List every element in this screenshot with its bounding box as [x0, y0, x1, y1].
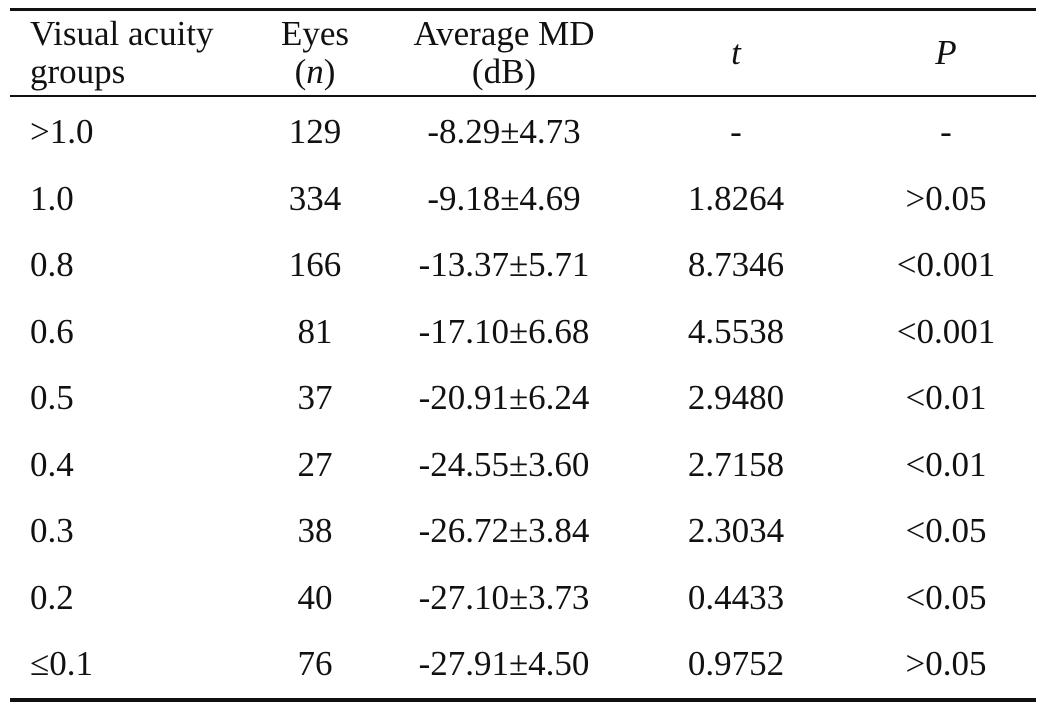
header-average-md: Average MD (dB) — [392, 10, 616, 97]
table-row: 0.4 27 -24.55±3.60 2.7158 <0.01 — [10, 432, 1036, 499]
cell-group: 0.8 — [30, 245, 74, 284]
cell-t: 1.8264 — [687, 178, 785, 218]
cell-group: 1.0 — [30, 178, 74, 218]
cell-eyes: 40 — [297, 577, 333, 617]
cell-md: -8.29±4.73 — [427, 112, 581, 151]
table-row: >1.0 129 -8.29±4.73 - - — [10, 96, 1036, 166]
cell-md: -9.18±4.69 — [427, 178, 581, 218]
cell-md: -13.37±5.71 — [418, 245, 590, 284]
cell-group: 0.3 — [30, 511, 74, 550]
header-p: P — [935, 32, 957, 72]
cell-p: >0.05 — [905, 178, 987, 218]
cell-t: 2.9480 — [687, 378, 785, 417]
table-row: 0.6 81 -17.10±6.68 4.5538 <0.001 — [10, 299, 1036, 366]
cell-md: -17.10±6.68 — [418, 311, 590, 351]
cell-md: -20.91±6.24 — [418, 378, 590, 417]
cell-p: <0.001 — [896, 245, 996, 284]
cell-group: >1.0 — [30, 112, 94, 151]
cell-eyes: 129 — [288, 112, 342, 151]
table-row: ≤0.1 76 -27.91±4.50 0.9752 >0.05 — [10, 631, 1036, 700]
cell-t: 8.7346 — [687, 245, 785, 284]
cell-t: 0.9752 — [687, 644, 785, 683]
cell-t: 0.4433 — [687, 577, 785, 617]
header-eyes: Eyes (n) — [238, 10, 392, 97]
cell-group: ≤0.1 — [30, 644, 93, 683]
table-row: 1.0 334 -9.18±4.69 1.8264 >0.05 — [10, 166, 1036, 233]
header-eyes-line-2: (n) — [294, 52, 336, 91]
header-group-line-1: Visual acuity — [30, 13, 214, 53]
visual-acuity-md-table: Visual acuity groups Eyes (n) Average MD… — [10, 8, 1036, 702]
cell-md: -24.55±3.60 — [418, 444, 590, 484]
header-md-line-2: (dB) — [471, 52, 537, 91]
header-group-line-2: groups — [30, 52, 126, 91]
header-row: Visual acuity groups Eyes (n) Average MD… — [10, 9, 1036, 97]
cell-t: 2.3034 — [687, 511, 785, 550]
cell-p: <0.05 — [905, 577, 987, 617]
cell-group: 0.6 — [30, 311, 74, 351]
cell-eyes: 166 — [288, 245, 342, 284]
cell-p: - — [940, 112, 952, 151]
cell-md: -26.72±3.84 — [418, 511, 590, 550]
cell-p: <0.05 — [905, 511, 987, 550]
table-row: 0.2 40 -27.10±3.73 0.4433 <0.05 — [10, 565, 1036, 632]
cell-eyes: 76 — [297, 644, 333, 683]
cell-eyes: 27 — [297, 444, 333, 484]
table-row: 0.8 166 -13.37±5.71 8.7346 <0.001 — [10, 232, 1036, 299]
header-eyes-line-1: Eyes — [280, 13, 350, 53]
header-visual-acuity-groups: Visual acuity groups — [10, 10, 238, 97]
cell-eyes: 81 — [297, 311, 333, 351]
cell-eyes: 334 — [288, 178, 342, 218]
table-header: Visual acuity groups Eyes (n) Average MD… — [10, 9, 1036, 97]
header-t: t — [731, 32, 741, 72]
cell-eyes: 37 — [297, 378, 333, 417]
header-eyes-n: n — [306, 52, 324, 91]
cell-t: 4.5538 — [687, 311, 785, 351]
header-md-line-1: Average MD — [413, 13, 595, 53]
table-row: 0.5 37 -20.91±6.24 2.9480 <0.01 — [10, 365, 1036, 432]
cell-group: 0.5 — [30, 378, 74, 417]
cell-p: >0.05 — [905, 644, 987, 683]
cell-p: <0.001 — [896, 311, 996, 351]
table-container: Visual acuity groups Eyes (n) Average MD… — [10, 8, 1036, 702]
cell-md: -27.91±4.50 — [418, 644, 590, 683]
table-body: >1.0 129 -8.29±4.73 - - 1.0 334 -9.18±4.… — [10, 96, 1036, 700]
table-row: 0.3 38 -26.72±3.84 2.3034 <0.05 — [10, 498, 1036, 565]
cell-group: 0.4 — [30, 444, 74, 484]
cell-p: <0.01 — [905, 444, 987, 484]
cell-group: 0.2 — [30, 577, 74, 617]
cell-p: <0.01 — [905, 378, 987, 417]
cell-t: - — [730, 112, 742, 151]
cell-md: -27.10±3.73 — [418, 577, 590, 617]
cell-eyes: 38 — [297, 511, 333, 550]
cell-t: 2.7158 — [687, 444, 785, 484]
